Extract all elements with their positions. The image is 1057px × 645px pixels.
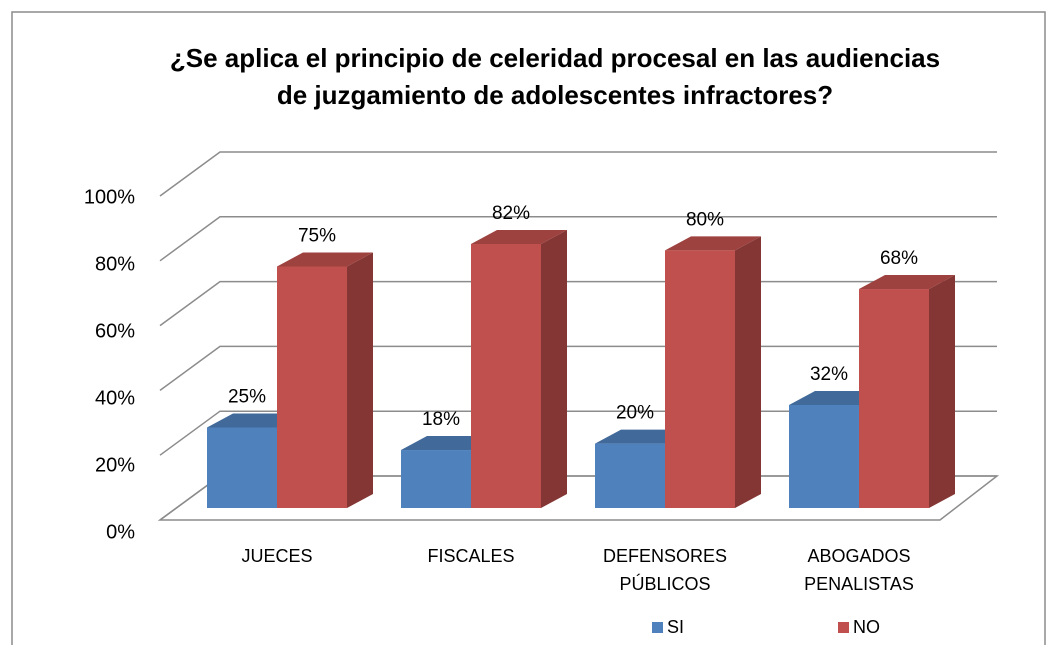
bar: [471, 229, 567, 508]
bar-side: [735, 236, 761, 508]
y-tick-label: 80%: [95, 253, 135, 275]
data-label: 20%: [616, 403, 654, 424]
bar-front: [207, 427, 277, 508]
data-label: 82%: [492, 203, 530, 224]
bar-front: [665, 250, 735, 508]
y-tick-label: 40%: [95, 387, 135, 409]
bar-top: [277, 252, 373, 267]
data-label: 68%: [880, 248, 918, 269]
data-label: 25%: [228, 387, 266, 408]
y-tick-label: 0%: [106, 521, 135, 543]
data-label: 75%: [298, 226, 336, 247]
data-label: 32%: [810, 364, 848, 385]
x-tick-label: ABOGADOS PENALISTAS: [804, 546, 914, 594]
bar: [277, 252, 373, 508]
bar-front: [471, 243, 541, 508]
legend-label: NO: [853, 617, 880, 637]
bar: [665, 236, 761, 508]
bar-side: [347, 252, 373, 508]
bar-front: [859, 289, 929, 508]
y-tick-label: 60%: [95, 320, 135, 342]
legend-swatch: [838, 622, 849, 633]
x-tick-label: FISCALES: [427, 546, 514, 566]
data-label: 18%: [422, 409, 460, 430]
y-tick-label: 20%: [95, 454, 135, 476]
x-tick-label: DEFENSORES PÚBLICOS: [603, 546, 727, 594]
bar-side: [541, 229, 567, 508]
bar-front: [789, 404, 859, 508]
grid-line: [159, 151, 997, 197]
bar-top: [665, 236, 761, 251]
y-tick-label: 100%: [84, 186, 135, 208]
bar-front: [277, 266, 347, 508]
bar-side: [929, 275, 955, 508]
chart-title: ¿Se aplica el principio de celeridad pro…: [170, 43, 940, 73]
x-tick-label: JUECES: [241, 546, 312, 566]
bar-front: [401, 450, 471, 508]
bar-top: [859, 275, 955, 290]
data-label: 80%: [686, 209, 724, 230]
chart-title: de juzgamiento de adolescentes infractor…: [277, 80, 833, 110]
grid-line: [159, 216, 997, 262]
legend-label: SI: [667, 617, 684, 637]
bar-top: [471, 229, 567, 244]
legend-swatch: [652, 622, 663, 633]
bar-front: [595, 443, 665, 508]
bar: [859, 275, 955, 508]
